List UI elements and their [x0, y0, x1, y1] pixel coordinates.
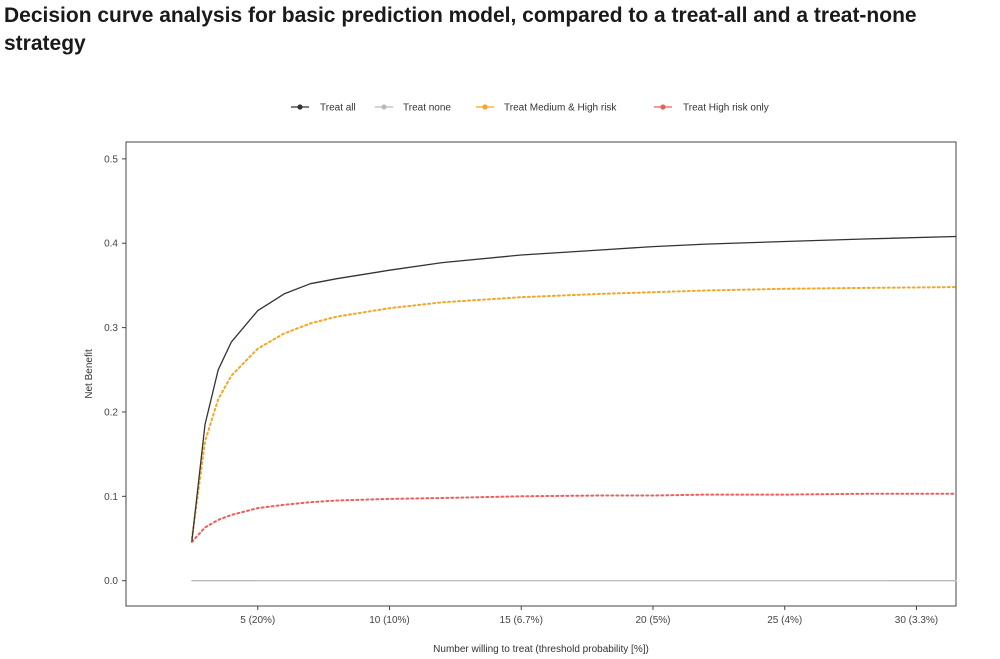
- legend-key-marker: [381, 104, 387, 110]
- x-tick-label: 30 (3.3%): [895, 615, 938, 626]
- series-layer: [190, 235, 957, 582]
- legend-label: Treat High risk only: [683, 103, 769, 114]
- series-line-treat-medium-high-risk: [190, 286, 957, 540]
- y-tick-label: 0.5: [104, 154, 118, 165]
- y-axis: 0.0 0.1 0.2 0.3 0.4 0.5: [104, 154, 126, 587]
- x-tick-label: 5 (20%): [240, 615, 275, 626]
- chart-title: Decision curve analysis for basic predic…: [4, 4, 917, 55]
- legend-key-marker: [482, 104, 488, 110]
- legend-key-marker: [297, 104, 303, 110]
- series-line-treat-all: [191, 235, 957, 542]
- x-axis: 5 (20%) 10 (10%) 15 (6.7%) 20 (5%) 25 (4%) 30…: [240, 606, 938, 626]
- legend-item-treat-all: Treat all: [291, 103, 356, 114]
- y-tick-label: 0.2: [104, 407, 118, 418]
- y-axis-title: Net Benefit: [84, 349, 95, 399]
- y-tick-label: 0.1: [104, 492, 118, 503]
- legend: Treat all Treat none Treat Medium & High r…: [291, 103, 769, 114]
- legend-label: Treat Medium & High risk: [504, 103, 617, 114]
- legend-item-treat-high-risk-only: Treat High risk only: [654, 103, 769, 114]
- y-tick-label: 0.4: [104, 239, 118, 250]
- plot-area: [125, 141, 957, 607]
- x-axis-title: Number willing to treat (threshold proba…: [433, 644, 649, 655]
- legend-key-marker: [660, 104, 666, 110]
- legend-item-treat-medium-high-risk: Treat Medium & High risk: [476, 103, 617, 114]
- x-tick-label: 15 (6.7%): [500, 615, 543, 626]
- series-line-treat-high-risk-only: [190, 492, 957, 543]
- x-tick-label: 20 (5%): [635, 615, 670, 626]
- x-tick-label: 10 (10%): [369, 615, 410, 626]
- x-tick-label: 25 (4%): [767, 615, 802, 626]
- legend-label: Treat none: [403, 103, 451, 114]
- y-tick-label: 0.0: [104, 576, 118, 587]
- legend-label: Treat all: [320, 103, 356, 114]
- y-tick-label: 0.3: [104, 323, 118, 334]
- legend-item-treat-none: Treat none: [375, 103, 451, 114]
